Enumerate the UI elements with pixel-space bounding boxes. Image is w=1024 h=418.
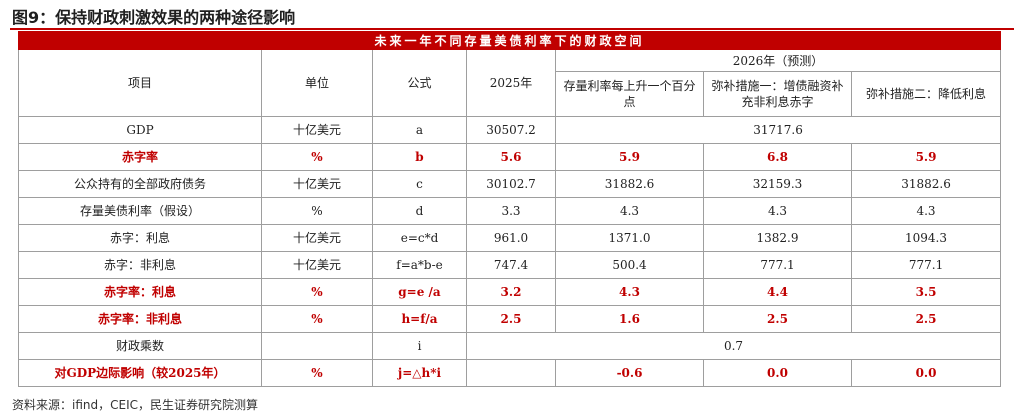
row-scenario3-value: 1094.3 [850,224,1002,252]
table-row: 赤字：非利息 十亿美元 f=a*b-e 747.4 500.4 777.1 77… [18,251,1002,279]
row-multiplier-value: 0.7 [465,332,1002,360]
row-scenario1-value: 500.4 [555,251,704,279]
row-item: 赤字率：非利息 [18,305,262,333]
row-scenario3-value: 31882.6 [850,170,1002,198]
row-scenario1-value: 1.6 [555,305,704,333]
row-formula: e=c*d [372,224,467,252]
row-2025-value: 3.2 [466,278,556,306]
row-scenario3-value: 4.3 [850,197,1002,225]
row-formula: a [372,116,467,144]
title-divider [10,28,1014,30]
row-item: 存量美债利率（假设） [18,197,262,225]
header-scenario-rate-rise: 存量利率每上升一个百分点 [555,71,704,117]
row-item: GDP [18,116,262,144]
row-2026-value: 31717.6 [554,116,1002,144]
table-row: 赤字：利息 十亿美元 e=c*d 961.0 1371.0 1382.9 109… [18,224,1002,252]
row-unit: % [261,305,373,333]
row-2025-value [466,359,556,387]
row-2025-value: 30507.2 [466,116,556,144]
row-scenario2-value: 0.0 [703,359,852,387]
row-formula: d [372,197,467,225]
row-item: 赤字：非利息 [18,251,262,279]
row-item: 赤字率：利息 [18,278,262,306]
table-banner: 未来一年不同存量美债利率下的财政空间 [17,31,1002,50]
table-row: 赤字率：利息 % g=e /a 3.2 4.3 4.4 3.5 [18,278,1002,306]
row-item: 赤字率 [18,143,262,171]
table-row: GDP 十亿美元 a 30507.2 31717.6 [18,116,1002,144]
row-scenario2-value: 777.1 [703,251,852,279]
header-2026-forecast: 2026年（预测） [554,49,1002,72]
table-row: 存量美债利率（假设） % d 3.3 4.3 4.3 4.3 [18,197,1002,225]
row-formula: c [372,170,467,198]
row-unit: 十亿美元 [261,116,373,144]
table-row: 公众持有的全部政府债务 十亿美元 c 30102.7 31882.6 32159… [18,170,1002,198]
row-unit: % [261,359,373,387]
row-2025-value: 5.6 [466,143,556,171]
table-row: 赤字率：非利息 % h=f/a 2.5 1.6 2.5 2.5 [18,305,1002,333]
row-item: 公众持有的全部政府债务 [18,170,262,198]
row-2025-value: 30102.7 [466,170,556,198]
row-formula: h=f/a [372,305,467,333]
row-scenario2-value: 1382.9 [703,224,852,252]
row-2025-value: 961.0 [466,224,556,252]
row-scenario1-value: 1371.0 [555,224,704,252]
row-item: 赤字：利息 [18,224,262,252]
row-2025-value: 3.3 [466,197,556,225]
table-row: 财政乘数 i 0.7 [18,332,1002,360]
header-scenario-more-debt: 弥补措施一：增债融资补充非利息赤字 [703,71,852,117]
row-scenario1-value: 4.3 [555,278,704,306]
row-unit: 十亿美元 [261,224,373,252]
figure-title: 图9：保持财政刺激效果的两种途径影响 [12,8,296,27]
row-2025-value: 747.4 [466,251,556,279]
header-formula: 公式 [372,49,467,117]
header-item: 项目 [18,49,262,117]
row-unit: 十亿美元 [261,170,373,198]
row-2025-value: 2.5 [466,305,556,333]
row-scenario1-value: -0.6 [555,359,704,387]
header-unit: 单位 [261,49,373,117]
table-row: 对GDP边际影响（较2025年） % j=△h*i -0.6 0.0 0.0 [18,359,1002,387]
row-unit [261,332,373,360]
row-scenario2-value: 6.8 [703,143,852,171]
row-scenario2-value: 4.4 [703,278,852,306]
table-row: 赤字率 % b 5.6 5.9 6.8 5.9 [18,143,1002,171]
fiscal-space-table: 未来一年不同存量美债利率下的财政空间 项目 单位 公式 2025年 2026年（… [17,31,1002,387]
row-unit: % [261,143,373,171]
row-item: 财政乘数 [18,332,262,360]
row-scenario1-value: 4.3 [555,197,704,225]
row-formula: i [372,332,467,360]
source-note: 资料来源：ifind，CEIC，民生证券研究院测算 [12,398,258,412]
row-unit: 十亿美元 [261,251,373,279]
row-scenario3-value: 0.0 [850,359,1002,387]
row-scenario3-value: 777.1 [850,251,1002,279]
row-formula: f=a*b-e [372,251,467,279]
row-item: 对GDP边际影响（较2025年） [18,359,262,387]
row-formula: b [372,143,467,171]
row-unit: % [261,278,373,306]
header-scenario-lower-interest: 弥补措施二：降低利息 [850,71,1002,117]
header-2025: 2025年 [466,49,556,117]
row-scenario2-value: 4.3 [703,197,852,225]
row-unit: % [261,197,373,225]
row-scenario3-value: 2.5 [850,305,1002,333]
row-formula: j=△h*i [372,359,467,387]
row-scenario1-value: 31882.6 [555,170,704,198]
row-scenario3-value: 3.5 [850,278,1002,306]
row-scenario3-value: 5.9 [850,143,1002,171]
row-scenario2-value: 2.5 [703,305,852,333]
row-scenario2-value: 32159.3 [703,170,852,198]
row-formula: g=e /a [372,278,467,306]
row-scenario1-value: 5.9 [555,143,704,171]
